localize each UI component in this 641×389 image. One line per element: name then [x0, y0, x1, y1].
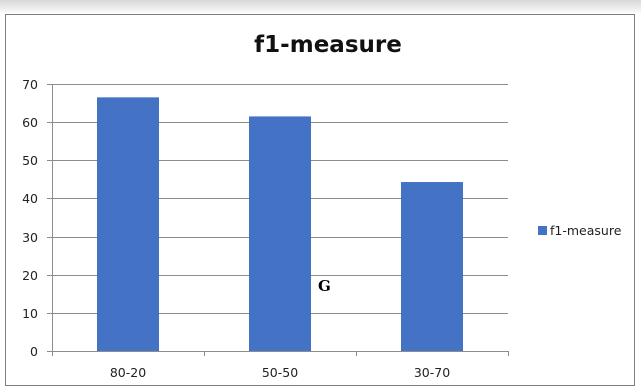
y-tick-label: 40	[22, 191, 38, 206]
window-top-edge	[0, 0, 641, 14]
x-axis-ticks: 80-20 50-50 30-70	[52, 351, 509, 380]
legend: f1-measure	[538, 223, 622, 238]
y-tick-label: 0	[30, 344, 38, 359]
bar-80-20	[97, 97, 159, 351]
y-tick-label: 30	[22, 230, 38, 245]
y-tick-label: 70	[22, 77, 38, 92]
y-tick-label: 60	[22, 115, 38, 130]
y-tick-label: 50	[22, 153, 38, 168]
bar-50-50	[249, 116, 311, 352]
bars	[97, 97, 463, 352]
bar-30-70	[401, 182, 463, 351]
chart-title: f1-measure	[254, 32, 402, 58]
x-tick-label: 50-50	[262, 365, 298, 380]
x-tick-label: 80-20	[110, 365, 146, 380]
annotation-letter: G	[318, 277, 331, 295]
legend-label: f1-measure	[550, 223, 622, 238]
axes	[52, 84, 508, 352]
y-tick-label: 10	[22, 306, 38, 321]
legend-swatch	[538, 226, 547, 235]
y-tick-label: 20	[22, 268, 38, 283]
x-tick-label: 30-70	[414, 365, 450, 380]
y-axis-ticks: 0 10 20 30 40 50 60 70	[22, 77, 52, 359]
